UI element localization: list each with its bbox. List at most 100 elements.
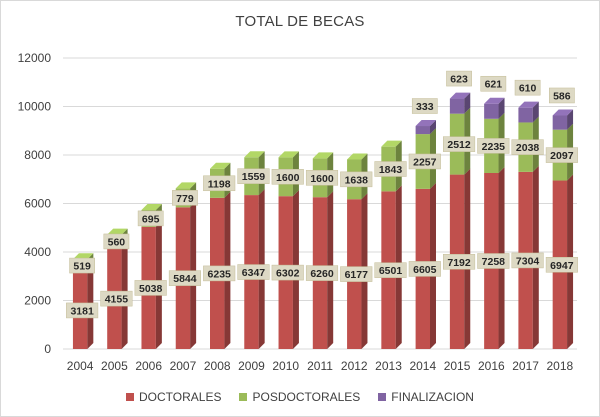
bar-top [244, 151, 265, 158]
data-label: 7304 [516, 255, 540, 267]
bar-top [484, 97, 505, 104]
data-label-box [340, 171, 373, 188]
data-label: 333 [416, 101, 434, 113]
data-label: 6302 [276, 268, 300, 280]
x-tick-label: 2014 [409, 359, 436, 373]
legend-item: POSDOCTORALES [239, 390, 360, 404]
x-tick-label: 2006 [135, 359, 162, 373]
data-label-box [374, 161, 407, 177]
data-label: 6177 [345, 269, 369, 281]
data-label-box [443, 136, 476, 152]
legend-label: FINALIZACION [391, 390, 474, 404]
legend-item: DOCTORALES [126, 390, 221, 404]
bar-finalizacion [518, 107, 533, 123]
data-label-box [408, 261, 441, 277]
y-tick-label: 8000 [24, 148, 51, 162]
data-label: 7192 [447, 257, 471, 269]
data-label: 695 [142, 213, 160, 225]
data-label: 519 [73, 261, 91, 273]
bar-top [518, 101, 539, 108]
x-tick-label: 2016 [478, 359, 505, 373]
x-tick-label: 2007 [170, 359, 197, 373]
data-label-box [477, 138, 510, 154]
data-label-box [237, 264, 270, 280]
data-label: 1843 [379, 164, 403, 176]
x-tick-label: 2013 [375, 359, 402, 373]
legend-swatch [126, 393, 135, 401]
data-label: 1559 [242, 171, 266, 183]
bar-top [278, 151, 299, 158]
legend-label: DOCTORALES [139, 390, 222, 404]
y-tick-label: 12000 [18, 51, 52, 65]
data-label-box [480, 75, 507, 92]
bar-top [415, 120, 436, 127]
x-tick-label: 2009 [238, 359, 265, 373]
data-label: 2512 [447, 139, 471, 151]
legend-item: FINALIZACION [378, 390, 474, 404]
x-tick-label: 2004 [67, 359, 94, 373]
data-label: 5038 [139, 283, 163, 295]
data-label-box [168, 270, 201, 286]
data-label-box [443, 254, 476, 270]
data-label: 2257 [413, 156, 437, 168]
bar-top [141, 203, 162, 210]
x-tick-label: 2012 [341, 359, 368, 373]
chart-legend: DOCTORALES POSDOCTORALES FINALIZACION [1, 390, 599, 404]
data-label: 623 [450, 74, 468, 86]
data-label: 621 [485, 79, 503, 91]
data-label: 6347 [242, 267, 266, 279]
data-label-box [514, 79, 541, 96]
data-label-box [549, 87, 575, 104]
data-label-box [340, 266, 373, 282]
data-label-box [134, 280, 167, 296]
x-tick-label: 2010 [272, 359, 299, 373]
data-label: 586 [553, 90, 571, 102]
data-label-box [511, 252, 544, 269]
data-label-box [305, 170, 339, 186]
data-label: 1600 [276, 172, 300, 184]
data-label-box [408, 153, 441, 170]
data-label: 2038 [516, 142, 540, 154]
data-label-box [100, 290, 133, 307]
data-label-box [477, 253, 510, 269]
x-tick-label: 2011 [307, 359, 333, 373]
data-label: 6501 [379, 265, 403, 277]
bar-top [210, 162, 231, 169]
bar-top [381, 140, 402, 147]
bar-finalizacion [552, 115, 568, 130]
legend-label: POSDOCTORALES [252, 390, 361, 404]
y-tick-label: 4000 [24, 245, 51, 259]
data-label-box [545, 257, 578, 273]
data-label-box [172, 190, 198, 206]
bar-top [449, 92, 471, 99]
data-label-box [69, 257, 95, 274]
y-tick-label: 10000 [18, 100, 52, 114]
data-label-box [271, 264, 304, 281]
data-label: 5844 [173, 273, 197, 285]
bar-top [107, 228, 128, 235]
data-label-box [66, 302, 99, 319]
bar-finalizacion [484, 103, 499, 119]
y-tick-label: 6000 [24, 197, 51, 211]
data-label-box [203, 265, 236, 282]
x-tick-label: 2018 [547, 359, 574, 373]
data-label: 6947 [550, 260, 574, 272]
data-label: 2235 [482, 141, 506, 153]
data-label-box [271, 169, 304, 185]
data-label: 6260 [310, 268, 334, 280]
x-tick-label: 2008 [204, 359, 231, 373]
data-label-box [411, 98, 438, 114]
x-tick-label: 2015 [444, 359, 471, 373]
data-label: 6235 [208, 268, 232, 280]
bar-top [312, 152, 334, 159]
data-label: 560 [108, 236, 126, 248]
x-tick-label: 2017 [512, 359, 539, 373]
data-label-box [237, 168, 270, 184]
data-label: 4155 [105, 294, 129, 306]
bar-finalizacion [415, 126, 430, 135]
data-label: 7258 [482, 256, 506, 268]
data-label: 1198 [208, 178, 231, 190]
legend-swatch [378, 393, 387, 401]
data-label-box [203, 175, 236, 192]
